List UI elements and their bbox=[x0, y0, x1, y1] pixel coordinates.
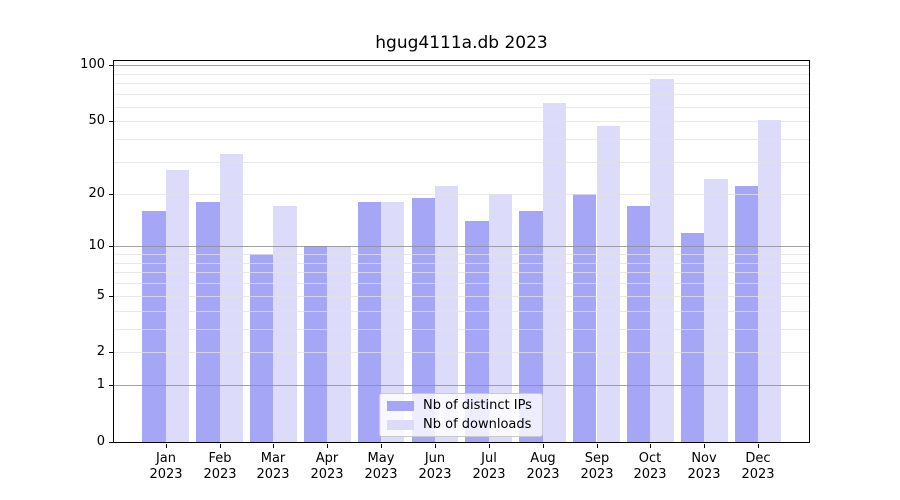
plot-area bbox=[113, 60, 810, 443]
x-tick-label-nov-2023: Nov 2023 bbox=[687, 451, 721, 482]
gridline-8 bbox=[114, 263, 809, 264]
y-tick-10 bbox=[109, 246, 113, 247]
x-tick-jan-2023 bbox=[166, 444, 167, 448]
y-tick-label-100: 100 bbox=[80, 57, 105, 72]
bar-nb-of-distinct-ips-feb-2023 bbox=[196, 201, 220, 442]
bar-nb-of-distinct-ips-jul-2023 bbox=[465, 221, 489, 442]
bar-nb-of-downloads-jun-2023 bbox=[434, 186, 459, 442]
x-tick-mar-2023 bbox=[273, 444, 274, 448]
gridline-6 bbox=[114, 283, 809, 284]
gridline-90 bbox=[114, 74, 809, 75]
x-tick-label-jan-2023: Jan 2023 bbox=[149, 451, 183, 482]
x-tick-label-aug-2023: Aug 2023 bbox=[526, 451, 560, 482]
x-tick-label-dec-2023: Dec 2023 bbox=[741, 451, 775, 482]
x-tick-label-sep-2023: Sep 2023 bbox=[580, 451, 614, 482]
x-tick-sep-2023 bbox=[597, 444, 598, 448]
gridline-7 bbox=[114, 272, 809, 273]
y-tick-0 bbox=[109, 442, 113, 443]
y-tick-label-20: 20 bbox=[88, 186, 105, 201]
y-tick-label-5: 5 bbox=[96, 288, 105, 303]
y-tick-20 bbox=[109, 194, 113, 195]
y-tick-label-2: 2 bbox=[96, 344, 105, 359]
gridline-50 bbox=[114, 121, 809, 122]
bar-nb-of-distinct-ips-dec-2023 bbox=[734, 186, 759, 442]
y-tick-100 bbox=[109, 65, 113, 66]
gridline-3 bbox=[114, 329, 809, 330]
legend-item-distinct-ips: Nb of distinct IPs bbox=[387, 397, 535, 414]
x-tick-dec-2023 bbox=[758, 444, 759, 448]
gridline-2 bbox=[114, 352, 809, 353]
bars-layer bbox=[114, 61, 809, 442]
bar-nb-of-downloads-may-2023 bbox=[381, 201, 405, 442]
x-tick-jul-2023 bbox=[489, 444, 490, 448]
bar-nb-of-distinct-ips-nov-2023 bbox=[680, 232, 705, 442]
legend-label-downloads: Nb of downloads bbox=[423, 417, 532, 432]
legend-label-distinct-ips: Nb of distinct IPs bbox=[423, 398, 532, 413]
x-tick-label-oct-2023: Oct 2023 bbox=[633, 451, 667, 482]
x-tick-feb-2023 bbox=[220, 444, 221, 448]
bar-nb-of-downloads-mar-2023 bbox=[273, 206, 297, 442]
gridline-70 bbox=[114, 94, 809, 95]
x-tick-label-jun-2023: Jun 2023 bbox=[418, 451, 452, 482]
bar-nb-of-distinct-ips-sep-2023 bbox=[573, 193, 597, 442]
gridline-5 bbox=[114, 296, 809, 297]
x-tick-label-mar-2023: Mar 2023 bbox=[256, 451, 290, 482]
x-tick-label-jul-2023: Jul 2023 bbox=[472, 451, 506, 482]
bar-nb-of-downloads-dec-2023 bbox=[758, 119, 782, 442]
y-tick-2 bbox=[109, 352, 113, 353]
gridline-80 bbox=[114, 83, 809, 84]
bar-nb-of-distinct-ips-mar-2023 bbox=[250, 254, 274, 442]
x-tick-aug-2023 bbox=[543, 444, 544, 448]
gridline-20 bbox=[114, 194, 809, 195]
x-tick-oct-2023 bbox=[650, 444, 651, 448]
bar-nb-of-downloads-nov-2023 bbox=[704, 179, 728, 442]
bar-nb-of-downloads-apr-2023 bbox=[327, 246, 351, 442]
x-tick-label-may-2023: May 2023 bbox=[364, 451, 398, 482]
x-tick-apr-2023 bbox=[327, 444, 328, 448]
y-tick-50 bbox=[109, 121, 113, 122]
y-tick-label-0: 0 bbox=[96, 434, 105, 449]
gridline-30 bbox=[114, 162, 809, 163]
bar-nb-of-downloads-sep-2023 bbox=[596, 126, 620, 442]
legend-item-downloads: Nb of downloads bbox=[387, 416, 535, 433]
legend-swatch-distinct-ips bbox=[387, 400, 414, 411]
gridline-1 bbox=[114, 385, 809, 386]
bar-nb-of-distinct-ips-jan-2023 bbox=[142, 210, 166, 442]
y-tick-5 bbox=[109, 296, 113, 297]
bar-nb-of-distinct-ips-may-2023 bbox=[357, 201, 382, 442]
y-tick-label-1: 1 bbox=[96, 377, 105, 392]
legend: Nb of distinct IPs Nb of downloads bbox=[379, 393, 543, 437]
grid-layer bbox=[114, 61, 809, 442]
x-tick-jun-2023 bbox=[435, 444, 436, 448]
chart-title: hgug4111a.db 2023 bbox=[375, 33, 548, 53]
bar-nb-of-distinct-ips-jun-2023 bbox=[411, 197, 435, 442]
legend-swatch-downloads bbox=[387, 419, 414, 430]
bar-nb-of-downloads-jul-2023 bbox=[488, 193, 513, 442]
gridline-100 bbox=[114, 65, 809, 66]
gridline-4 bbox=[114, 311, 809, 312]
gridline-10 bbox=[114, 246, 809, 247]
x-tick-may-2023 bbox=[381, 444, 382, 448]
gridline-60 bbox=[114, 107, 809, 108]
x-tick-label-apr-2023: Apr 2023 bbox=[310, 451, 344, 482]
bar-nb-of-distinct-ips-oct-2023 bbox=[626, 206, 651, 442]
bar-nb-of-downloads-feb-2023 bbox=[219, 154, 243, 442]
y-tick-label-10: 10 bbox=[88, 238, 105, 253]
gridline-40 bbox=[114, 139, 809, 140]
bar-nb-of-downloads-jan-2023 bbox=[165, 170, 190, 442]
x-tick-label-feb-2023: Feb 2023 bbox=[203, 451, 237, 482]
bar-nb-of-distinct-ips-apr-2023 bbox=[303, 246, 328, 442]
bar-nb-of-downloads-oct-2023 bbox=[650, 78, 674, 442]
gridline-9 bbox=[114, 254, 809, 255]
bar-nb-of-distinct-ips-aug-2023 bbox=[519, 210, 543, 442]
y-tick-1 bbox=[109, 385, 113, 386]
x-tick-nov-2023 bbox=[704, 444, 705, 448]
y-tick-label-50: 50 bbox=[88, 113, 105, 128]
